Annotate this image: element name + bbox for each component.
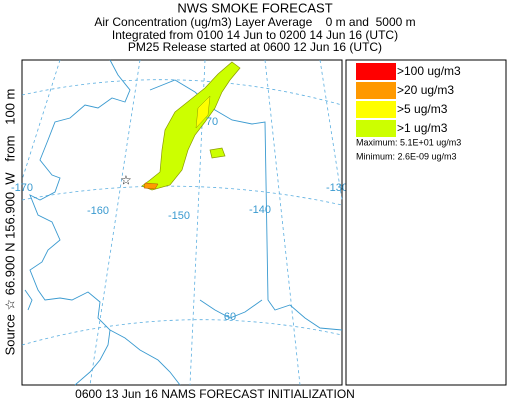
- map-label: -150: [168, 210, 190, 222]
- minimum: Minimum: 2.6E-09 ug/m3: [356, 151, 457, 161]
- subtitle: Air Concentration (ug/m3) Layer Average …: [94, 15, 415, 29]
- subtitle: Integrated from 0100 14 Jun to 0200 14 J…: [112, 28, 398, 42]
- legend-label: >20 ug/m3: [397, 83, 454, 97]
- legend-label: >100 ug/m3: [397, 64, 461, 78]
- legend-label: >5 ug/m3: [397, 102, 448, 116]
- legend-swatch: [356, 120, 396, 137]
- source-label: Source ☆ 66.900 N 156.900 W from 100 m: [2, 89, 17, 356]
- source-marker: ☆: [120, 172, 132, 187]
- legend-swatch: [356, 101, 396, 118]
- title: NWS SMOKE FORECAST: [177, 0, 332, 15]
- subtitle: PM25 Release started at 0600 12 Jun 16 (…: [128, 40, 382, 54]
- legend-label: >1 ug/m3: [397, 121, 448, 135]
- map-label: -170: [11, 182, 33, 194]
- legend: >100 ug/m3 >20 ug/m3 >5 ug/m3 >1 ug/m3: [356, 63, 461, 137]
- legend-swatch: [356, 63, 396, 80]
- legend-swatch: [356, 82, 396, 99]
- map-label: -160: [87, 205, 109, 217]
- smoke-plume: [141, 61, 241, 191]
- map-frame: [21, 59, 343, 386]
- map-label: 60: [224, 311, 236, 323]
- map-label: -130: [326, 182, 348, 194]
- footer: 0600 13 Jun 16 NAMS FORECAST INITIALIZAT…: [75, 387, 355, 401]
- coastline: [24, 59, 343, 386]
- map-label: 70: [206, 116, 218, 128]
- maximum: Maximum: 5.1E+01 ug/m3: [356, 137, 461, 147]
- map-label: -140: [249, 204, 271, 216]
